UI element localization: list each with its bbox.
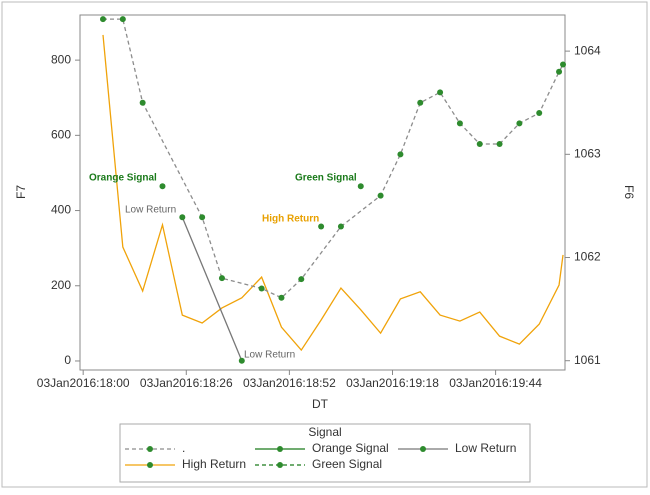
legend-label: Green Signal (312, 457, 382, 471)
x-tick-label: 03Jan2016:18:26 (140, 376, 233, 390)
y2-tick-label: 1063 (574, 146, 601, 160)
marker (318, 223, 325, 230)
y-tick-label: 600 (51, 128, 71, 142)
y-tick-label: 400 (51, 203, 71, 217)
plot-area (79, 14, 566, 371)
legend-label: High Return (182, 457, 246, 471)
marker (437, 89, 444, 96)
legend-box (119, 423, 531, 483)
marker (496, 140, 503, 147)
x-tick-label: 03Jan2016:19:18 (346, 376, 439, 390)
series-line (181, 217, 243, 361)
annotation: Low Return (244, 350, 295, 361)
f7-line (102, 34, 564, 352)
marker (417, 99, 424, 106)
annotation: Orange Signal (89, 173, 157, 184)
legend-label: Low Return (455, 441, 516, 455)
marker (337, 223, 344, 230)
annotation: Low Return (125, 205, 176, 216)
x-tick-label: 03Jan2016:19:44 (449, 376, 542, 390)
legend-marker (147, 462, 153, 468)
y2-tick-label: 1062 (574, 250, 601, 264)
x-tick-label: 03Jan2016:18:00 (37, 376, 130, 390)
annotation: High Return (262, 214, 319, 225)
legend-marker (277, 446, 283, 452)
marker (139, 99, 146, 106)
y-tick-label: 0 (64, 353, 71, 367)
marker (560, 61, 567, 68)
y2-tick-label: 1064 (574, 43, 601, 57)
legend-label: . (182, 441, 185, 455)
annotation: Green Signal (295, 173, 357, 184)
marker (397, 151, 404, 158)
marker (238, 357, 245, 364)
legend-marker (420, 446, 426, 452)
legend-label: Orange Signal (312, 441, 389, 455)
marker (258, 285, 265, 292)
legend-marker (147, 446, 153, 452)
marker (199, 214, 206, 221)
marker (218, 275, 225, 282)
marker (357, 183, 364, 190)
y-tick-label: 200 (51, 278, 71, 292)
y-axis-label: F7 (14, 185, 28, 199)
marker (456, 120, 463, 127)
marker (298, 276, 305, 283)
marker (377, 192, 384, 199)
y2-tick-label: 1061 (574, 353, 601, 367)
legend-title: Signal (308, 425, 341, 439)
marker (516, 120, 523, 127)
marker (159, 183, 166, 190)
x-axis-label: DT (312, 397, 329, 411)
y-tick-label: 800 (51, 52, 71, 66)
frame (1, 1, 648, 488)
marker (556, 68, 563, 75)
series-line (103, 18, 564, 299)
marker (278, 294, 285, 301)
marker (476, 140, 483, 147)
marker (536, 110, 543, 117)
legend-marker (277, 462, 283, 468)
marker (179, 214, 186, 221)
y2-axis-label: F6 (622, 185, 636, 199)
marker (100, 16, 107, 23)
marker (119, 16, 126, 23)
x-tick-label: 03Jan2016:18:52 (243, 376, 336, 390)
